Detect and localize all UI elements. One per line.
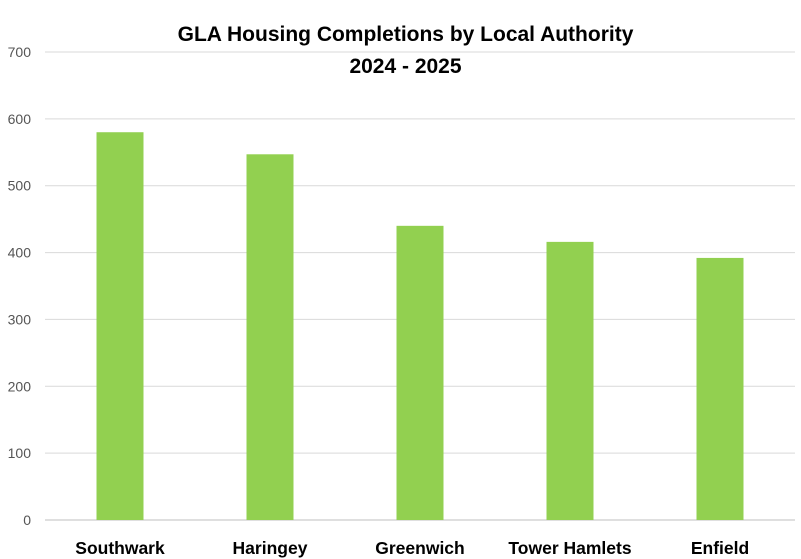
bar [246,154,294,520]
y-tick-label: 400 [8,245,32,261]
gridlines [45,51,795,521]
bars [96,132,744,521]
x-tick-label: Southwark [75,538,165,558]
y-tick-label: 200 [8,378,32,394]
x-tick-label: Greenwich [375,538,464,558]
x-axis: Southwark Haringey Greenwich Tower Hamlets E… [75,538,749,558]
x-tick-label: Tower Hamlets [508,538,631,558]
y-tick-label: 500 [8,178,32,194]
y-tick-label: 100 [8,445,32,461]
bar [546,241,594,521]
y-tick-label: 300 [8,311,32,327]
y-axis: 0 100 200 300 400 500 600 700 [8,44,32,528]
y-tick-label: 600 [8,111,32,127]
x-tick-label: Enfield [691,538,749,558]
y-tick-label: 700 [8,44,32,60]
chart-title: GLA Housing Completions by Local Authori… [177,23,634,46]
x-tick-label: Haringey [233,538,308,558]
bar [696,257,744,520]
bar [396,225,444,521]
bar [96,132,144,520]
y-tick-label: 0 [23,512,31,528]
chart-subtitle: 2024 - 2025 [349,55,462,78]
